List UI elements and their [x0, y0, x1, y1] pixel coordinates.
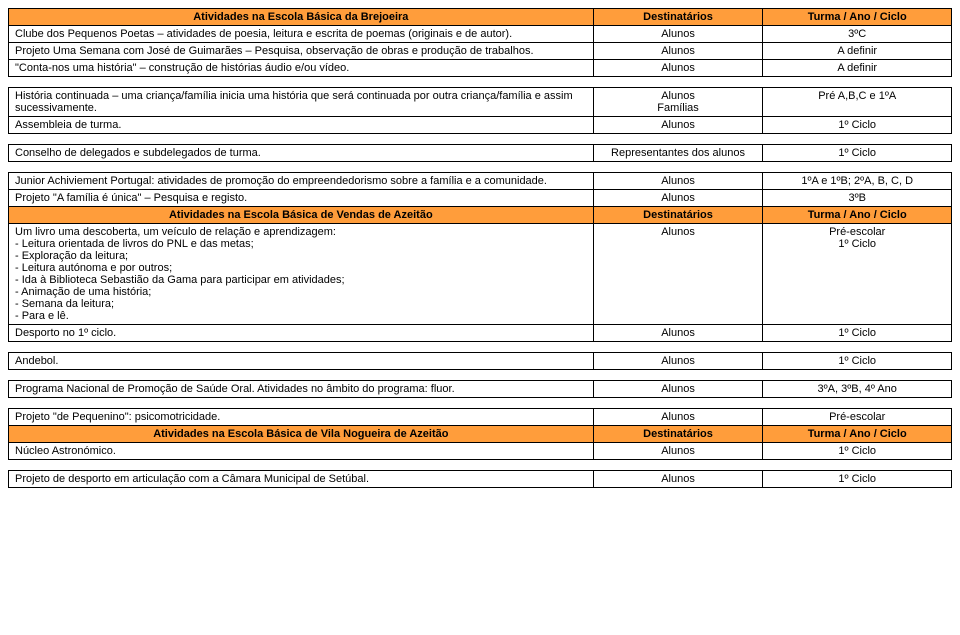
spacer-row	[9, 77, 952, 88]
table-row: Assembleia de turma.Alunos1º Ciclo	[9, 117, 952, 134]
table-row: Núcleo Astronómico.Alunos1º Ciclo	[9, 443, 952, 460]
table-row: Conselho de delegados e subdelegados de …	[9, 145, 952, 162]
table-row: Desporto no 1º ciclo.Alunos1º Ciclo	[9, 325, 952, 342]
section-header: Atividades na Escola Básica de Vila Nogu…	[9, 426, 952, 443]
table-row: Projeto Uma Semana com José de Guimarães…	[9, 43, 952, 60]
spacer-row	[9, 342, 952, 353]
spacer-row	[9, 398, 952, 409]
table-row: Programa Nacional de Promoção de Saúde O…	[9, 381, 952, 398]
spacer-row	[9, 134, 952, 145]
section-header: Atividades na Escola Básica da Brejoeira…	[9, 9, 952, 26]
spacer-row	[9, 460, 952, 471]
table-row: "Conta-nos uma história" – construção de…	[9, 60, 952, 77]
table-row: História continuada – uma criança/famíli…	[9, 88, 952, 117]
table-row: Projeto "A família é única" – Pesquisa e…	[9, 190, 952, 207]
section-header: Atividades na Escola Básica de Vendas de…	[9, 207, 952, 224]
spacer-row	[9, 370, 952, 381]
spacer-row	[9, 162, 952, 173]
table-row: Um livro uma descoberta, um veículo de r…	[9, 224, 952, 325]
table-row: Andebol.Alunos1º Ciclo	[9, 353, 952, 370]
table-row: Projeto "de Pequenino": psicomotricidade…	[9, 409, 952, 426]
table-row: Junior Achiviement Portugal: atividades …	[9, 173, 952, 190]
table-row: Clube dos Pequenos Poetas – atividades d…	[9, 26, 952, 43]
table-row: Projeto de desporto em articulação com a…	[9, 471, 952, 488]
activities-table: Atividades na Escola Básica da Brejoeira…	[8, 8, 952, 488]
